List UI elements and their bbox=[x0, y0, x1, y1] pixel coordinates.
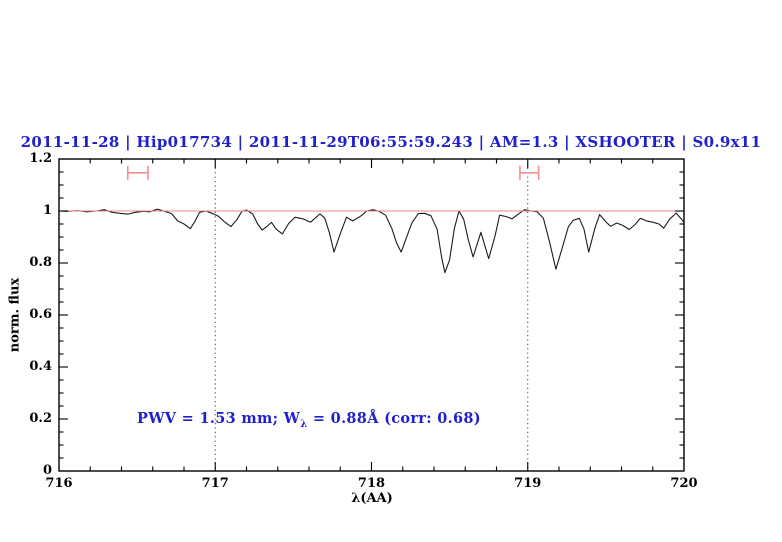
y-tick-label: 1.2 bbox=[29, 151, 52, 166]
y-tick-label: 1 bbox=[42, 203, 52, 218]
x-tick-label: 718 bbox=[357, 476, 386, 491]
y-tick-label: 0.8 bbox=[29, 255, 52, 270]
x-tick-label: 717 bbox=[201, 476, 229, 491]
pwv-annotation: PWV = 1.53 mm; Wλ = 0.88Å (corr: 0.68) bbox=[137, 410, 481, 430]
pwv-value-text: PWV = 1.53 mm; W bbox=[137, 410, 301, 427]
lambda-subscript: λ bbox=[300, 418, 308, 430]
spectrum-curve bbox=[58, 208, 685, 274]
y-tick-label: 0.2 bbox=[29, 411, 52, 426]
x-tick-label: 719 bbox=[514, 476, 542, 491]
y-tick-label: 0.6 bbox=[29, 307, 52, 322]
x-tick-label: 716 bbox=[45, 476, 73, 491]
plot-frame bbox=[58, 158, 685, 472]
y-tick-label: 0.4 bbox=[29, 359, 52, 374]
x-tick-label: 720 bbox=[670, 476, 698, 491]
equivalent-width-text: = 0.88Å (corr: 0.68) bbox=[307, 410, 481, 427]
y-tick-label: 0 bbox=[42, 463, 52, 478]
plot-title: 2011-11-28 | Hip017734 | 2011-11-29T06:5… bbox=[20, 133, 762, 151]
x-axis-label: λ(AA) bbox=[351, 491, 393, 506]
